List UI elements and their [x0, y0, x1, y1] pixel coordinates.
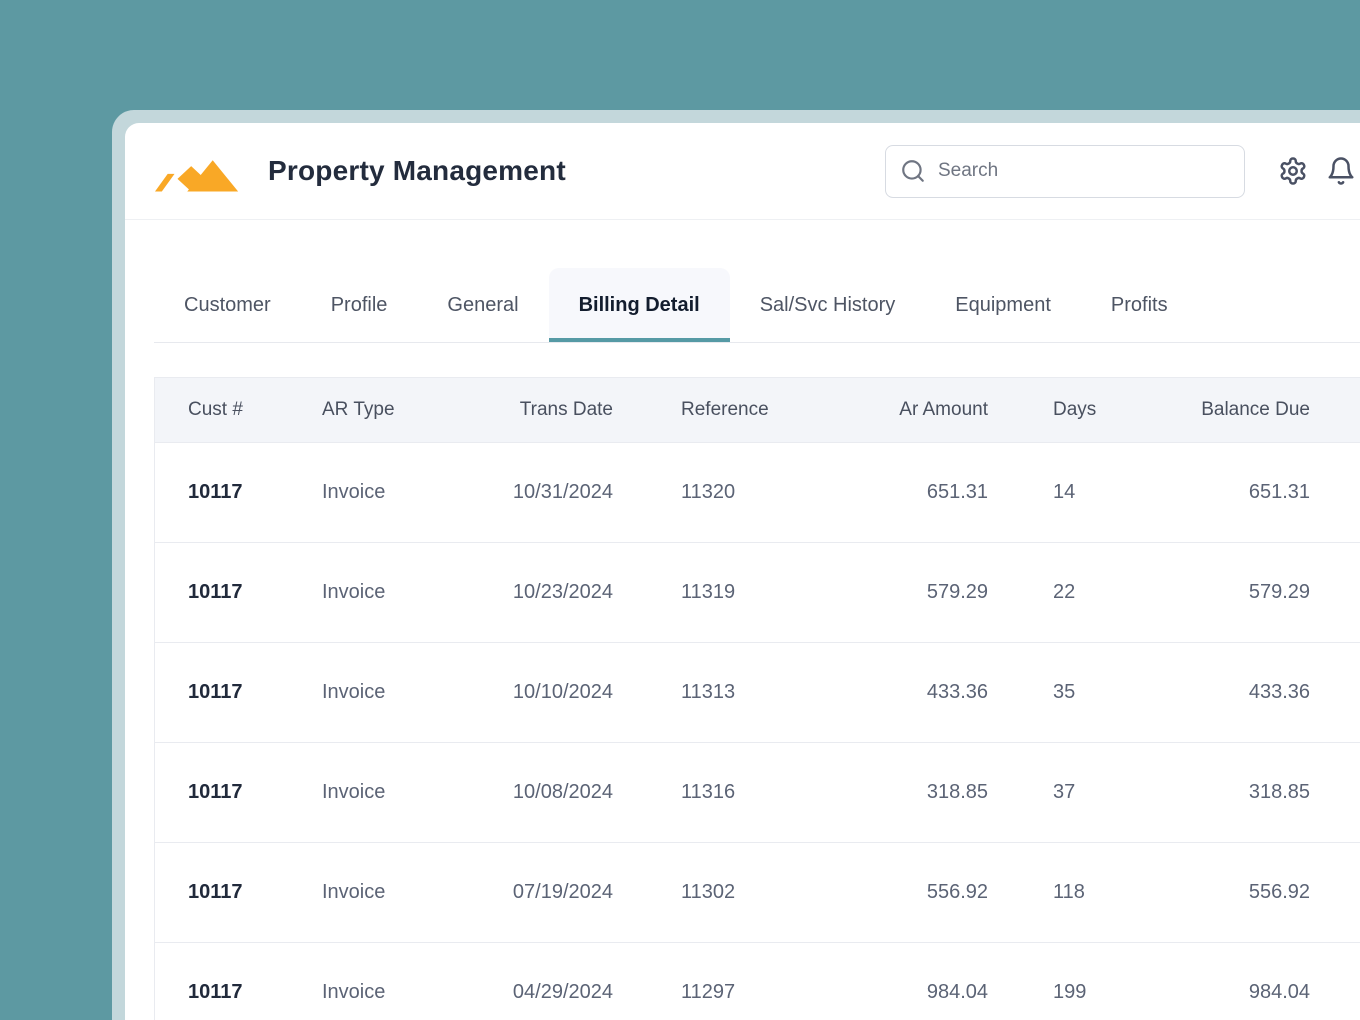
- cell-balance-due: 984.04: [1248, 981, 1310, 1003]
- cell-days: 118: [1053, 881, 1085, 903]
- column-header-ar-amount: Ar Amount: [899, 399, 988, 420]
- cell-ar-amount: 651.31: [926, 481, 988, 503]
- cell-ar-amount: 579.29: [926, 581, 988, 603]
- cell-balance-due: 579.29: [1248, 581, 1310, 603]
- table-row[interactable]: 10117 Invoice 04/29/2024 11297 984.04 19…: [155, 943, 1360, 1020]
- app-window: Property Management: [112, 110, 1360, 1020]
- table-row[interactable]: 10117 Invoice 10/08/2024 11316 318.85 37…: [155, 743, 1360, 843]
- cell-cust: 10117: [188, 881, 243, 903]
- cell-trans-date: 10/10/2024: [512, 681, 613, 703]
- table-row[interactable]: 10117 Invoice 10/31/2024 11320 651.31 14…: [155, 443, 1360, 543]
- cell-ar-amount: 984.04: [926, 981, 988, 1003]
- tab-equipment[interactable]: Equipment: [955, 293, 1051, 316]
- cell-reference: 11316: [681, 781, 736, 803]
- mountains-logo-icon: [154, 160, 239, 192]
- cell-ar-type: Invoice: [322, 881, 386, 903]
- cell-balance-due: 556.92: [1248, 881, 1310, 903]
- cell-trans-date: 07/19/2024: [512, 881, 613, 903]
- cell-balance-due: 433.36: [1248, 681, 1310, 703]
- tab-bar: Customer Profile General Billing Detail …: [154, 268, 1360, 343]
- cell-ar-type: Invoice: [322, 581, 386, 603]
- cell-ar-type: Invoice: [322, 481, 386, 503]
- tab-sal-svc-history[interactable]: Sal/Svc History: [759, 293, 896, 316]
- cell-cust: 10117: [188, 481, 243, 503]
- cell-balance-due: 318.85: [1248, 781, 1310, 803]
- cell-reference: 11297: [681, 981, 736, 1003]
- cell-trans-date: 10/31/2024: [512, 481, 613, 503]
- header-actions: [885, 144, 1358, 198]
- search-box: [885, 144, 1245, 198]
- settings-button[interactable]: [1278, 156, 1308, 186]
- cell-balance-due: 651.31: [1248, 481, 1310, 503]
- table-header-row: Cust # AR Type Trans Date Reference Ar A…: [155, 378, 1360, 443]
- cell-days: 35: [1053, 681, 1076, 703]
- cell-days: 22: [1053, 581, 1076, 603]
- cell-reference: 11319: [681, 581, 736, 603]
- notifications-button[interactable]: [1326, 156, 1356, 186]
- table-row[interactable]: 10117 Invoice 07/19/2024 11302 556.92 11…: [155, 843, 1360, 943]
- page-title: Property Management: [268, 155, 566, 186]
- gear-icon: [1280, 157, 1306, 185]
- app-window-inner: Property Management: [125, 123, 1360, 1020]
- cell-trans-date: 10/23/2024: [512, 581, 613, 603]
- table-row[interactable]: 10117 Invoice 10/10/2024 11313 433.36 35…: [155, 643, 1360, 743]
- column-header-days: Days: [1053, 399, 1097, 420]
- cell-ar-amount: 556.92: [926, 881, 988, 903]
- billing-table: Cust # AR Type Trans Date Reference Ar A…: [154, 377, 1360, 1020]
- cell-ar-amount: 433.36: [926, 681, 988, 703]
- cell-cust: 10117: [188, 681, 243, 703]
- cell-reference: 11313: [681, 681, 736, 703]
- table-row[interactable]: 10117 Invoice 10/23/2024 11319 579.29 22…: [155, 543, 1360, 643]
- search-input[interactable]: [938, 160, 1230, 182]
- cell-reference: 11302: [681, 881, 736, 903]
- cell-cust: 10117: [188, 981, 243, 1003]
- cell-days: 199: [1053, 981, 1087, 1003]
- cell-reference: 11320: [681, 481, 736, 503]
- cell-cust: 10117: [188, 781, 243, 803]
- search-icon: [902, 160, 924, 182]
- tab-billing-detail[interactable]: Billing Detail: [548, 268, 730, 342]
- column-header-trans-date: Trans Date: [519, 399, 613, 420]
- column-header-cust: Cust #: [188, 399, 243, 420]
- tab-customer[interactable]: Customer: [184, 293, 271, 316]
- cell-ar-type: Invoice: [322, 781, 386, 803]
- cell-ar-amount: 318.85: [926, 781, 988, 803]
- tab-profile[interactable]: Profile: [330, 293, 388, 316]
- cell-cust: 10117: [188, 581, 243, 603]
- column-header-balance-due: Balance Due: [1201, 399, 1310, 420]
- tab-profits[interactable]: Profits: [1110, 293, 1168, 316]
- cell-days: 14: [1053, 481, 1076, 503]
- cell-days: 37: [1053, 781, 1076, 803]
- cell-ar-type: Invoice: [322, 981, 386, 1003]
- bell-icon: [1328, 157, 1354, 185]
- tab-general[interactable]: General: [447, 293, 519, 316]
- app-header: Property Management: [125, 123, 1360, 220]
- cell-ar-type: Invoice: [322, 681, 386, 703]
- column-header-ar-type: AR Type: [322, 399, 395, 420]
- column-header-reference: Reference: [681, 399, 769, 420]
- cell-trans-date: 04/29/2024: [512, 981, 613, 1003]
- cell-trans-date: 10/08/2024: [512, 781, 613, 803]
